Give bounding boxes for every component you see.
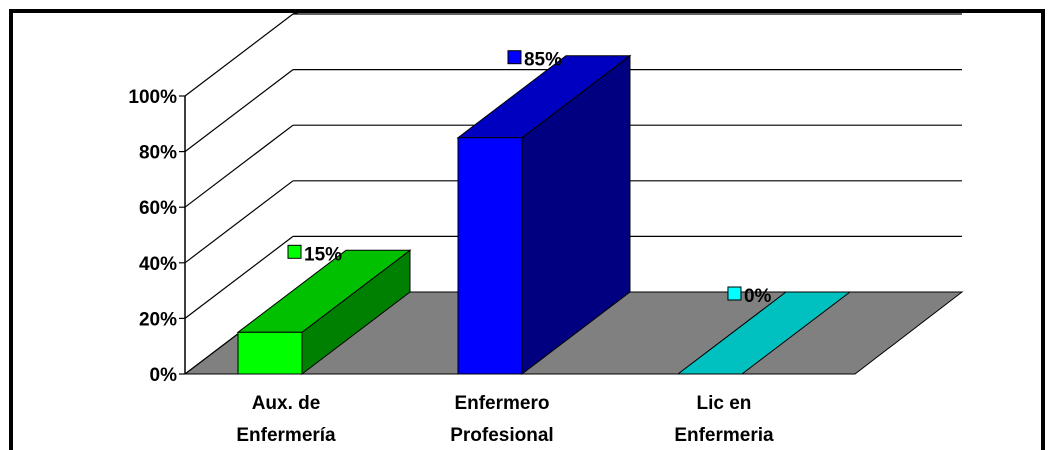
- x-tick-label: Enfermeria: [674, 425, 774, 446]
- wall-gridline: [184, 235, 294, 319]
- wall-gridline: [184, 180, 294, 264]
- y-tick-label: 40%: [139, 254, 177, 275]
- x-tick-label: Enfermería: [236, 425, 336, 446]
- wall-top-edge: [292, 10, 304, 15]
- data-label: 0%: [744, 286, 772, 307]
- wall-gridline: [184, 13, 294, 97]
- bar-flat: [676, 291, 852, 375]
- wall-gridline: [184, 124, 294, 208]
- x-tick-label: Profesional: [450, 425, 553, 446]
- x-tick-label: Enfermero: [454, 393, 549, 414]
- bar-front: [457, 137, 523, 375]
- bar-front: [237, 331, 303, 375]
- y-tick-label: 60%: [139, 198, 177, 219]
- x-tick-label: Lic en: [697, 393, 752, 414]
- bar: [456, 54, 632, 376]
- x-tick-label: Aux. de: [252, 393, 321, 414]
- wall-gridline: [184, 69, 294, 153]
- y-tick-label: 80%: [139, 143, 177, 164]
- data-label: 15%: [304, 244, 342, 265]
- y-tick-label: 20%: [139, 309, 177, 330]
- data-label: 85%: [524, 50, 562, 71]
- data-label-key: [287, 244, 302, 259]
- y-tick-label: 0%: [150, 365, 178, 386]
- bar: [676, 291, 852, 375]
- bar: [236, 249, 412, 376]
- data-label-key: [507, 50, 522, 65]
- y-tick-label: 100%: [128, 87, 177, 108]
- data-label-key: [727, 286, 742, 301]
